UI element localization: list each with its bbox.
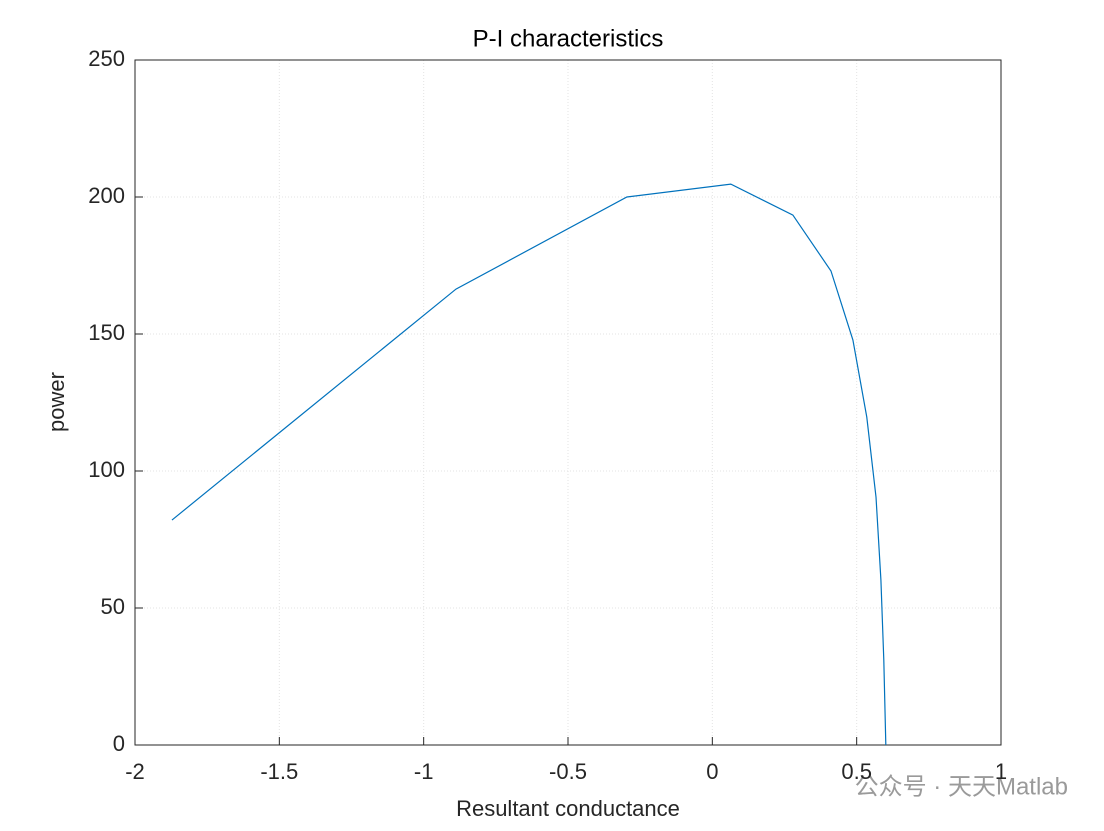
x-tick-label: -2 [125, 759, 145, 784]
x-tick-label: -0.5 [549, 759, 587, 784]
y-axis-label: power [44, 372, 69, 432]
x-axis-label: Resultant conductance [456, 796, 680, 821]
y-tick-label: 250 [88, 46, 125, 71]
x-tick-label: 0 [706, 759, 718, 784]
y-tick-label: 150 [88, 320, 125, 345]
y-tick-label: 0 [113, 731, 125, 756]
plot-frame [134, 59, 1002, 746]
y-tick-label: 50 [101, 594, 125, 619]
watermark: 公众号 · 天天Matlab [855, 773, 1068, 800]
x-tick-label: 1 [995, 759, 1007, 784]
x-tick-label: -1 [414, 759, 434, 784]
x-tick-label: 0.5 [841, 759, 872, 784]
chart-title: P-I characteristics [473, 25, 664, 52]
y-tick-label: 200 [88, 183, 125, 208]
y-tick-label: 100 [88, 457, 125, 482]
data-line [171, 183, 887, 746]
x-tick-label: -1.5 [260, 759, 298, 784]
